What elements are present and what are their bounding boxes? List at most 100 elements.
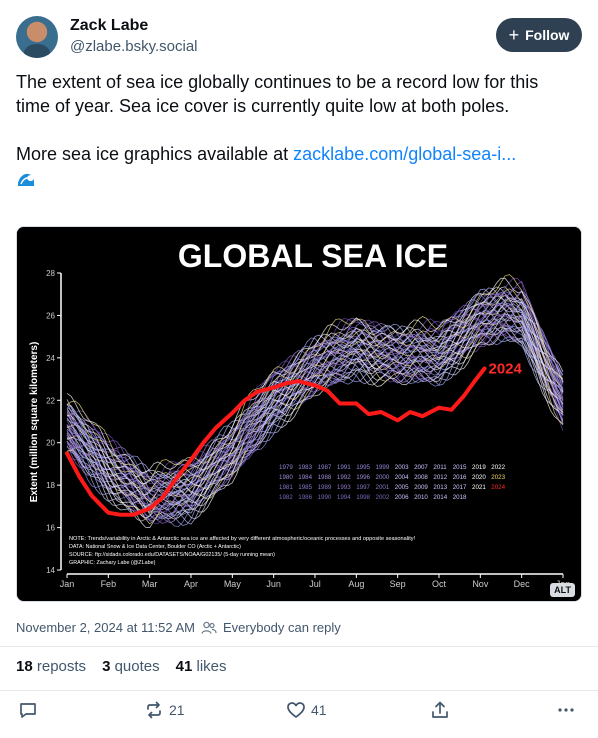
y-tick-label: 16 xyxy=(46,524,55,533)
historical-year-line xyxy=(66,280,564,485)
heart-icon xyxy=(287,702,305,718)
like-count: 41 xyxy=(311,702,327,718)
legend-year: 1991 xyxy=(337,464,351,471)
y-tick-label: 18 xyxy=(46,481,55,490)
follow-label: Follow xyxy=(525,27,570,43)
repost-icon xyxy=(147,701,161,719)
x-tick-label: Aug xyxy=(348,579,364,589)
reposts-stat[interactable]: 18 reposts xyxy=(16,658,86,675)
chart-note: NOTE: Trends/variability in Arctic & Ant… xyxy=(69,536,416,542)
reply-icon xyxy=(20,703,36,718)
historical-year-line xyxy=(66,301,564,495)
y-tick-label: 20 xyxy=(46,439,55,448)
x-tick-label: Feb xyxy=(101,579,117,589)
legend-year: 2005 xyxy=(395,484,409,491)
legend-year: 1989 xyxy=(318,484,332,491)
reply-button[interactable] xyxy=(18,700,38,720)
people-icon xyxy=(201,621,217,634)
legend-year: 1996 xyxy=(356,474,370,481)
legend-year: 2013 xyxy=(433,484,447,491)
quotes-label: quotes xyxy=(114,658,160,675)
legend-year: 1986 xyxy=(298,494,312,501)
more-options-button[interactable] xyxy=(556,700,576,720)
share-button[interactable] xyxy=(430,700,450,720)
legend-year: 2002 xyxy=(376,494,390,501)
chart-note: GRAPHIC: Zachary Labe (@ZLabe) xyxy=(69,560,156,566)
historical-year-line xyxy=(66,277,564,473)
x-tick-label: Jun xyxy=(266,579,281,589)
author-name[interactable]: Zack Labe xyxy=(70,17,149,34)
historical-year-line xyxy=(66,307,564,514)
y-axis-label: Extent (million square kilometers) xyxy=(29,342,40,503)
likes-count: 41 xyxy=(175,658,193,675)
chart-note: DATA: National Snow & Ice Data Center, B… xyxy=(69,544,241,550)
legend-year: 1997 xyxy=(356,484,370,491)
legend-year: 2010 xyxy=(414,494,428,501)
ellipsis-icon xyxy=(558,708,574,712)
post-image[interactable]: GLOBAL SEA ICE Extent (million square ki… xyxy=(16,226,582,602)
y-tick-label: 28 xyxy=(46,269,55,278)
divider xyxy=(0,646,598,647)
post-stats: 18 reposts 3 quotes 41 likes xyxy=(16,658,227,675)
author-handle[interactable]: @zlabe.bsky.social xyxy=(70,38,198,55)
post-paragraph: The extent of sea ice globally continues… xyxy=(16,72,539,116)
y-tick-label: 24 xyxy=(46,354,55,363)
legend-year: 2024 xyxy=(491,484,505,491)
legend-year: 1998 xyxy=(356,494,370,501)
x-tick-label: Jan xyxy=(60,579,75,589)
follow-button[interactable]: + Follow xyxy=(496,18,582,52)
repost-count: 21 xyxy=(169,702,185,718)
legend-year: 2016 xyxy=(453,474,467,481)
historical-year-line xyxy=(66,274,564,482)
legend-year: 2004 xyxy=(395,474,409,481)
post-actions: 21 41 xyxy=(16,700,582,726)
chart-note: SOURCE: ftp://sidads.colorado.edu/DATASE… xyxy=(69,552,275,558)
legend-year: 2015 xyxy=(453,464,467,471)
plus-icon: + xyxy=(508,25,520,45)
y-tick-label: 22 xyxy=(46,396,55,405)
chart-title: GLOBAL SEA ICE xyxy=(178,238,448,274)
legend-year: 2011 xyxy=(433,464,447,471)
post-date[interactable]: November 2, 2024 at 11:52 AM xyxy=(16,620,195,635)
avatar[interactable] xyxy=(16,16,58,58)
x-tick-label: May xyxy=(224,579,242,589)
legend-year: 1990 xyxy=(318,494,332,501)
historical-year-line xyxy=(66,315,564,514)
post-paragraph-prefix: More sea ice graphics available at xyxy=(16,144,294,164)
alt-badge[interactable]: ALT xyxy=(550,583,575,597)
likes-label: likes xyxy=(196,658,227,675)
legend-year: 2006 xyxy=(395,494,409,501)
historical-year-line xyxy=(66,288,564,488)
x-tick-label: Mar xyxy=(142,579,158,589)
legend-year: 2017 xyxy=(453,484,467,491)
legend-year: 2021 xyxy=(472,484,486,491)
x-tick-label: Jul xyxy=(309,579,321,589)
legend-year: 2014 xyxy=(433,494,447,501)
legend-year: 1985 xyxy=(298,484,312,491)
x-tick-label: Apr xyxy=(184,579,198,589)
chart-legend: 1979 1983 1987 1991 1995 1999 2003 2007 2011 2015… xyxy=(279,464,506,501)
legend-year: 2019 xyxy=(472,464,486,471)
historical-year-line xyxy=(66,287,564,496)
post-paragraph-links: More sea ice graphics available at zackl… xyxy=(16,142,576,192)
line-2024 xyxy=(65,366,487,517)
like-button[interactable]: 41 xyxy=(286,700,327,720)
historical-year-line xyxy=(66,330,564,524)
quotes-stat[interactable]: 3 quotes xyxy=(102,658,160,675)
historical-year-line xyxy=(66,301,564,503)
post-text: The extent of sea ice globally continues… xyxy=(16,70,576,192)
legend-year: 1984 xyxy=(298,474,312,481)
likes-stat[interactable]: 41 likes xyxy=(176,658,227,675)
repost-button[interactable]: 21 xyxy=(144,700,185,720)
legend-year: 2022 xyxy=(491,464,505,471)
post-link[interactable]: zacklabe.com/global-sea-i... xyxy=(293,144,517,164)
y-tick-label: 14 xyxy=(46,566,55,575)
wave-emoji-icon xyxy=(18,173,34,186)
legend-year: 2009 xyxy=(414,484,428,491)
historical-year-line xyxy=(66,287,564,486)
legend-year: 2012 xyxy=(433,474,447,481)
legend-year: 1995 xyxy=(356,464,370,471)
historical-year-line xyxy=(66,290,564,485)
chart-notes: NOTE: Trends/variability in Arctic & Ant… xyxy=(69,536,416,566)
